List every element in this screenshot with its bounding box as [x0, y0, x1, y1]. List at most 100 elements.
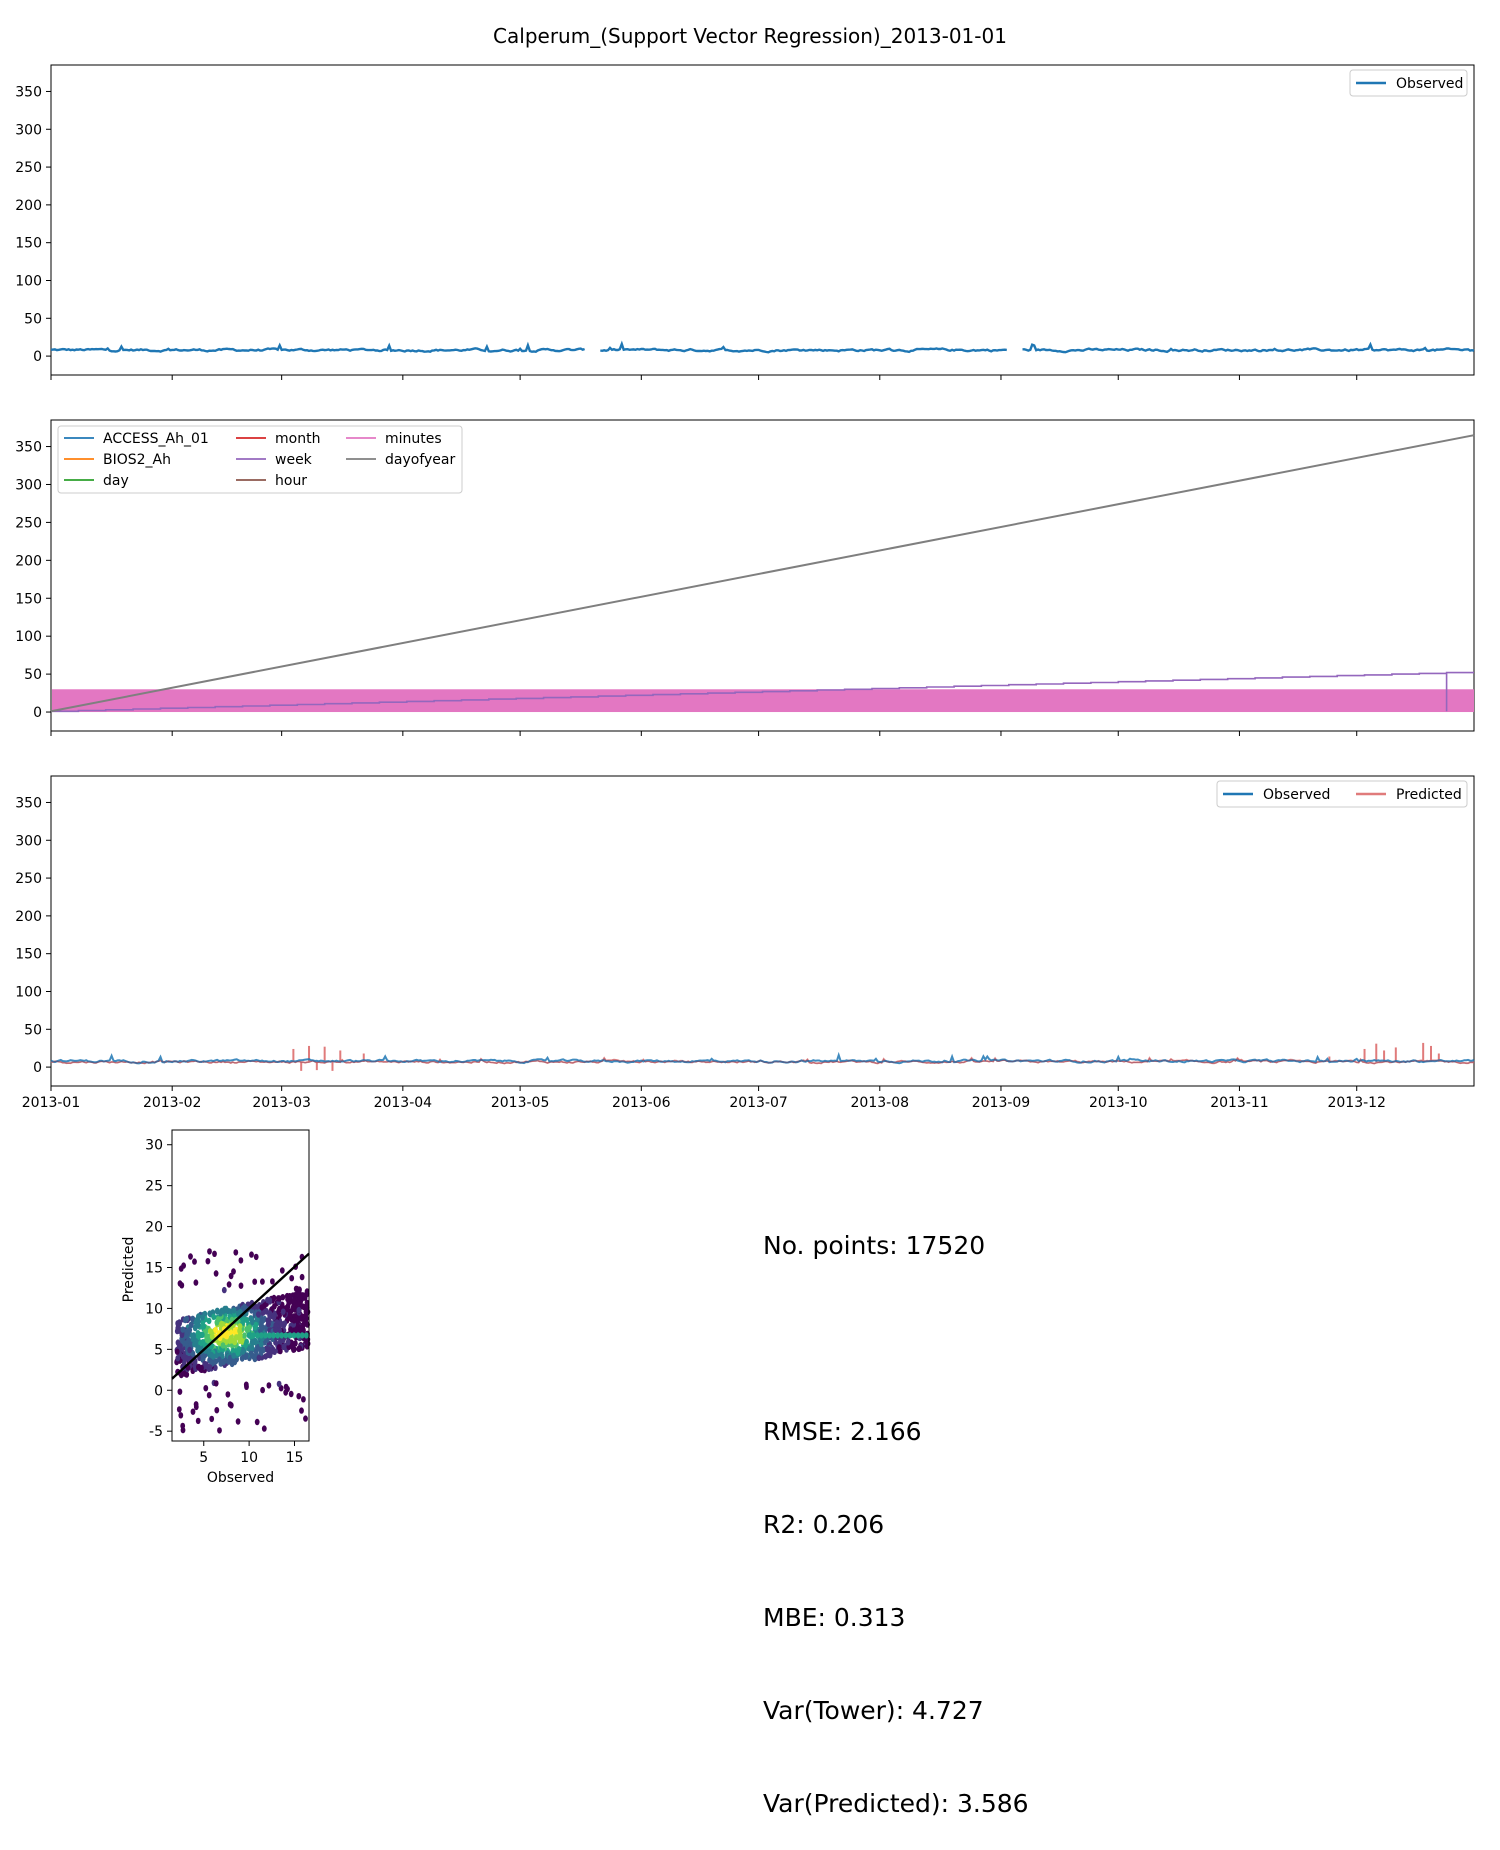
hexbin-cell [276, 1308, 281, 1315]
stats-panel: No. points: 17520 RMSE: 2.166 R2: 0.206 … [763, 1168, 1029, 1850]
hexbin-cell [192, 1258, 197, 1265]
panel-3-xtick-label: 2013-02 [143, 1095, 202, 1111]
hexbin-cell [221, 1286, 227, 1294]
hexbin-cell [283, 1332, 289, 1339]
hexbin-cell [265, 1345, 270, 1353]
hexbin-cell [264, 1308, 269, 1315]
hexbin-cell [303, 1332, 309, 1339]
hexbin-cell [213, 1380, 219, 1387]
hexbin-cell [200, 1339, 206, 1346]
hexbin-cell [177, 1388, 183, 1395]
hexbin-cell [202, 1360, 208, 1368]
hexbin-cell [244, 1316, 250, 1324]
hexbin-cell [216, 1356, 222, 1363]
hexbin-cell [251, 1353, 257, 1361]
legend-week-label: week [275, 452, 313, 468]
hexbin-cell [273, 1321, 279, 1329]
hexbin-cell [280, 1294, 286, 1301]
hexbin-cell [295, 1332, 301, 1339]
hexbin-cell [182, 1316, 188, 1324]
legend-hour-label: hour [275, 473, 307, 489]
hexbin-cell [231, 1352, 237, 1359]
panel-2-ytick-label: 0 [33, 705, 42, 721]
panel-3-ytick-label: 300 [15, 833, 42, 849]
hexbin-cell [176, 1406, 182, 1413]
hexbin-cell [297, 1345, 303, 1352]
hexbin-cell [266, 1320, 271, 1328]
hexbin-cell [242, 1332, 247, 1339]
hexbin-cell [270, 1278, 275, 1285]
panel-3-xtick-label: 2013-08 [851, 1095, 910, 1111]
hexbin-cell [296, 1306, 302, 1314]
panel-3-xtick-label: 2013-12 [1327, 1095, 1386, 1111]
hexbin-cell [184, 1371, 190, 1378]
stat-mbe: MBE: 0.313 [763, 1603, 906, 1632]
hexbin-cell [238, 1257, 244, 1264]
legend-observed-label: Observed [1263, 787, 1330, 803]
panel-2-ytick-label: 100 [15, 629, 42, 645]
hexbin-ytick-label: 0 [154, 1383, 163, 1399]
panel-2-ytick-label: 300 [15, 477, 42, 493]
hexbin-cell [259, 1332, 264, 1339]
hexbin-cell [190, 1350, 196, 1357]
panel-3-frame [50, 775, 1475, 1087]
hexbin-cell [259, 1304, 265, 1311]
hexbin-ytick-label: 30 [145, 1138, 163, 1154]
panel-1-ytick-label: 250 [15, 160, 42, 176]
hexbin-cell [300, 1303, 305, 1310]
hexbin-cell [279, 1267, 285, 1274]
hexbin-cell [203, 1385, 209, 1392]
hexbin-cell [258, 1340, 264, 1348]
hexbin-cell [183, 1340, 188, 1347]
hexbin-cell [206, 1392, 212, 1399]
stat-r2: R2: 0.206 [763, 1510, 885, 1539]
hexbin-cell [188, 1253, 193, 1260]
hexbin-cell [209, 1333, 215, 1340]
hexbin-cell [200, 1314, 205, 1321]
panel-1-ytick-label: 0 [33, 349, 42, 365]
legend-month-label: month [275, 431, 320, 447]
hexbin-xlabel: Observed [207, 1470, 274, 1486]
hexbin-cell [252, 1278, 258, 1285]
panel-3-xtick-label: 2013-11 [1210, 1095, 1269, 1111]
panel-1-ytick-label: 50 [24, 311, 42, 327]
hexbin-cell [225, 1391, 231, 1398]
hexbin-cell [296, 1393, 302, 1400]
hexbin-cell [260, 1278, 265, 1285]
hexbin-cell [254, 1418, 260, 1426]
legend-minutes-label: minutes [385, 431, 442, 447]
hexbin-cell [193, 1403, 199, 1411]
hexbin-cell [258, 1322, 264, 1330]
hexbin-ytick-label: 5 [154, 1342, 163, 1358]
hexbin-cell [303, 1308, 309, 1316]
hexbin-cell [271, 1313, 277, 1321]
hexbin-cell [285, 1305, 290, 1313]
hexbin-cell [192, 1341, 197, 1348]
hexbin-cell [238, 1282, 244, 1289]
legend-panel-1 [1349, 69, 1468, 97]
hexbin-cell [187, 1346, 193, 1354]
legend-ACCESS_Ah_01-label: ACCESS_Ah_01 [103, 431, 209, 447]
hexbin-cell [281, 1343, 286, 1351]
hexbin-cell [187, 1326, 193, 1334]
hexbin-cell [275, 1332, 281, 1339]
hexbin-frame [171, 1129, 310, 1442]
hexbin-cell [232, 1338, 238, 1346]
panel-3-ytick-label: 200 [15, 909, 42, 925]
panel-3-xtick-label: 2013-10 [1089, 1095, 1148, 1111]
hexbin-cell [289, 1275, 295, 1282]
hexbin-cell [243, 1381, 249, 1388]
hexbin-cell [207, 1248, 212, 1255]
panel-1-ytick-label: 150 [15, 236, 42, 252]
hexbin-cell [192, 1324, 198, 1332]
hexbin-cell [174, 1348, 180, 1355]
hexbin-cell [283, 1383, 289, 1391]
hexbin-cell [294, 1285, 300, 1293]
hexbin-cell [214, 1407, 220, 1414]
panel-1-ytick-label: 200 [15, 198, 42, 214]
hexbin-cell [180, 1326, 186, 1333]
hexbin-cell [256, 1354, 262, 1362]
hexbin-cell [304, 1299, 310, 1307]
hexbin-cell [291, 1346, 297, 1353]
hexbin-cell [192, 1362, 198, 1370]
